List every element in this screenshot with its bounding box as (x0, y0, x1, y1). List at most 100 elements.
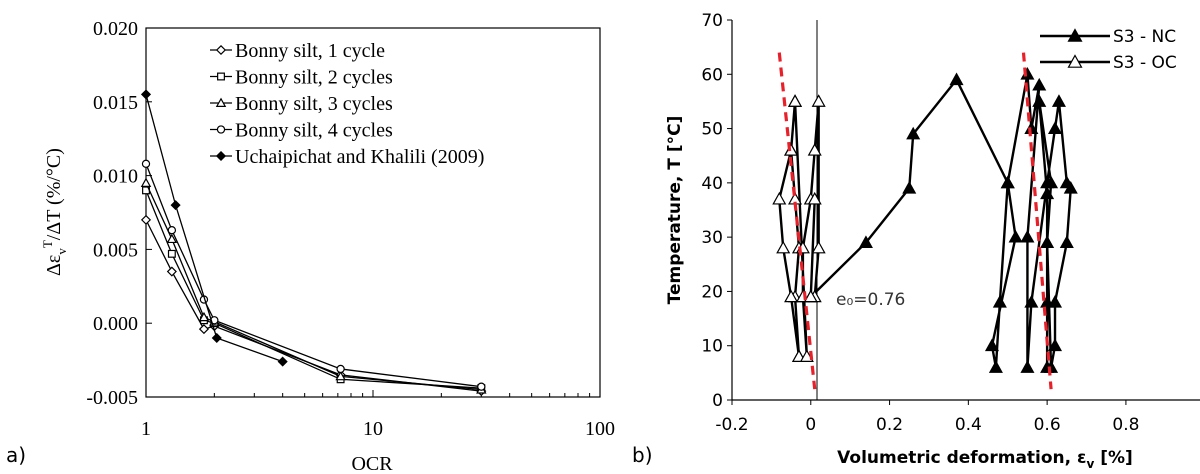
data-point (1024, 295, 1039, 308)
legend-marker (215, 44, 227, 56)
data-point (140, 177, 152, 187)
data-point (167, 226, 177, 235)
series-line (778, 100, 820, 358)
series-line (145, 219, 482, 392)
panel-a-series-bonny-silt-2-cycles (142, 186, 486, 393)
panel-a-series-bonny-silt-3-cycles (140, 177, 487, 394)
data-point (784, 289, 799, 303)
panel-b-x-axis: -0.200.20.40.60.81 (715, 400, 1200, 435)
panel-a-legend: Bonny silt, 1 cycle Bonny silt, 2 cycles B… (210, 40, 484, 168)
data-point (988, 360, 1003, 373)
panel-a-series-bonny-silt-1-cycle (140, 214, 487, 397)
data-point (811, 240, 826, 254)
panel-a-series-group (140, 89, 487, 397)
panel-b-x-tick-label: 0 (805, 415, 816, 435)
data-point (198, 324, 209, 335)
series-line (145, 94, 283, 363)
panel-a-legend-item: Bonny silt, 4 cycles (210, 120, 393, 142)
panel-a-y-tick-label: 0.000 (93, 313, 138, 335)
data-point (811, 94, 826, 107)
panel-a-x-axis: 1 10 100 (141, 390, 615, 440)
data-point (1063, 181, 1078, 194)
data-point (803, 289, 818, 303)
panel-a-series-uchaipichat-and-khalili-2009 (140, 89, 288, 367)
panel-b-y-tick-label: 0 (712, 391, 723, 411)
data-point (140, 214, 152, 225)
panel-b-annotation: e₀=0.76 (836, 290, 905, 310)
legend-label: Bonny silt, 2 cycles (235, 67, 393, 89)
data-point (1008, 229, 1023, 243)
data-point (1000, 175, 1015, 189)
panel-b-y-tick-label: 30 (701, 228, 723, 248)
data-point (211, 332, 222, 344)
data-point (277, 356, 288, 367)
panel-a-y-tick-label: 0.005 (93, 239, 138, 261)
panel-a-legend-item: Bonny silt, 3 cycles (210, 93, 393, 115)
data-point (167, 249, 176, 258)
panel-b-y-tick-label: 50 (701, 120, 723, 140)
data-point (949, 72, 964, 86)
data-point (858, 235, 873, 248)
panel-b-x-tick-label: 0.2 (876, 415, 903, 435)
panel-b-x-tick-label: 0.4 (955, 415, 982, 435)
data-point (336, 364, 345, 374)
panel-a-legend-item: Bonny silt, 2 cycles (210, 67, 393, 89)
data-point (166, 266, 177, 277)
data-point (1020, 360, 1035, 373)
data-point (166, 233, 178, 244)
panel-a-label: a) (6, 443, 26, 467)
panel-b-label: b) (632, 443, 653, 467)
panel-a-x-tick-label: 10 (363, 418, 383, 440)
panel-b-y-tick-label: 70 (701, 11, 723, 31)
data-point (1020, 67, 1035, 80)
panel-a-y-tick-label: -0.005 (86, 387, 138, 409)
legend-label: S3 - NC (1113, 27, 1176, 47)
legend-marker (216, 125, 226, 134)
legend-marker (215, 150, 227, 162)
data-point (1040, 186, 1055, 200)
panel-a-y-axis: -0.005 0.000 0.005 0.010 0.015 0.020 (86, 18, 152, 409)
legend-marker (1067, 54, 1083, 68)
panel-a-x-tick-label: 1 (141, 418, 151, 440)
data-point (772, 191, 787, 205)
panel-b-y-tick-label: 20 (701, 282, 723, 302)
panel-b-legend: S3 - NC S3 - OC (1040, 27, 1177, 73)
legend-marker (215, 97, 227, 107)
panel-b-y-axis-label: Temperature, T [°C] (665, 116, 685, 305)
data-point (141, 159, 151, 168)
data-point (807, 191, 822, 205)
panel-a-y-tick-label: 0.020 (93, 18, 138, 40)
data-point (1047, 338, 1063, 352)
data-point (906, 126, 921, 140)
legend-label: S3 - OC (1113, 53, 1177, 73)
series-line (145, 182, 482, 391)
panel-a-legend-item: Bonny silt, 1 cycle (210, 40, 385, 62)
panel-a-y-tick-label: 0.015 (93, 92, 138, 114)
legend-marker (217, 72, 225, 81)
panel-a-legend-item: Uchaipichat and Khalili (2009) (210, 146, 484, 168)
data-point (1040, 235, 1055, 248)
data-point (807, 143, 822, 156)
panel-a-y-tick-label: 0.010 (93, 166, 138, 188)
legend-label: Bonny silt, 3 cycles (235, 93, 393, 115)
data-point (170, 200, 181, 211)
panel-b-legend-item: S3 - OC (1040, 53, 1177, 73)
data-point (1047, 121, 1063, 134)
dashed-trend-line (777, 52, 817, 390)
data-point (1051, 94, 1066, 107)
panel-a-x-tick-label: 100 (585, 418, 615, 440)
panel-b-x-tick-label: 0.6 (1034, 415, 1061, 435)
panel-b-y-tick-label: 60 (701, 65, 723, 85)
panel-a-chart: -0.005 0.000 0.005 0.010 0.015 0.020 1 10 100 B… (6, 18, 615, 474)
legend-marker (1067, 28, 1083, 42)
legend-label: Uchaipichat and Khalili (2009) (235, 146, 484, 168)
panel-b-series-reference-2 (777, 52, 817, 390)
panel-b-x-tick-label: -0.2 (715, 415, 748, 435)
data-point (1059, 235, 1074, 248)
data-point (1032, 94, 1047, 107)
panel-b-x-tick-label: 0.8 (1112, 415, 1139, 435)
legend-label: Bonny silt, 4 cycles (235, 120, 393, 142)
data-point (140, 89, 152, 100)
